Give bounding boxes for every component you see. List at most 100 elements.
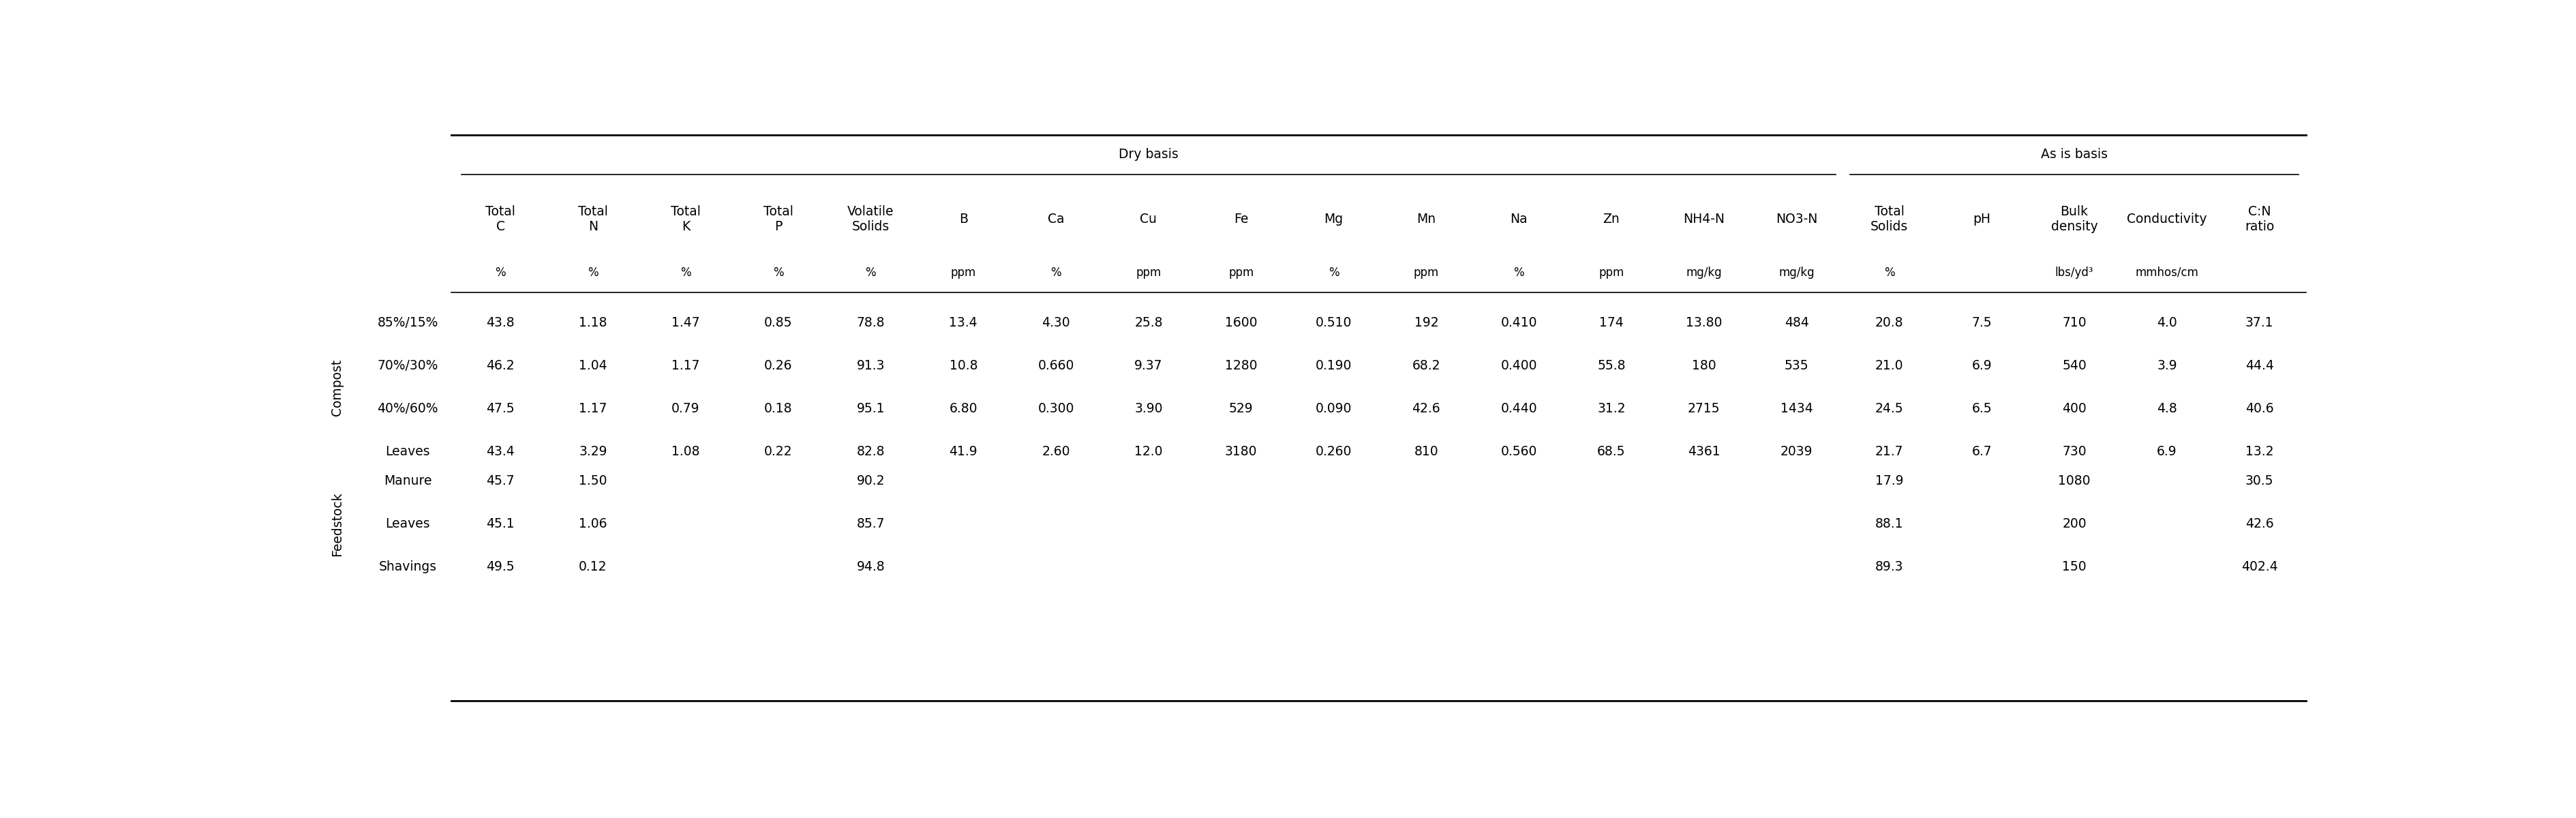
Text: C:N
ratio: C:N ratio xyxy=(2244,204,2275,233)
Text: 55.8: 55.8 xyxy=(1597,359,1625,372)
Text: Bulk
density: Bulk density xyxy=(2050,204,2097,233)
Text: 529: 529 xyxy=(1229,402,1252,416)
Text: 46.2: 46.2 xyxy=(487,359,515,372)
Text: 2039: 2039 xyxy=(1780,446,1814,458)
Text: 7.5: 7.5 xyxy=(1971,317,1991,330)
Text: 49.5: 49.5 xyxy=(487,560,515,573)
Text: Total
C: Total C xyxy=(484,204,515,233)
Text: Total
N: Total N xyxy=(577,204,608,233)
Text: 17.9: 17.9 xyxy=(1875,474,1904,488)
Text: 1.04: 1.04 xyxy=(580,359,608,372)
Text: 3180: 3180 xyxy=(1224,446,1257,458)
Text: NO3-N: NO3-N xyxy=(1775,213,1816,225)
Text: %: % xyxy=(1051,267,1061,279)
Text: 710: 710 xyxy=(2061,317,2087,330)
Text: 13.2: 13.2 xyxy=(2244,446,2272,458)
Text: 89.3: 89.3 xyxy=(1875,560,1904,573)
Text: 13.80: 13.80 xyxy=(1685,317,1721,330)
Text: 0.85: 0.85 xyxy=(765,317,793,330)
Text: 47.5: 47.5 xyxy=(487,402,515,416)
Text: 1434: 1434 xyxy=(1780,402,1814,416)
Text: 20.8: 20.8 xyxy=(1875,317,1904,330)
Text: 810: 810 xyxy=(1414,446,1437,458)
Text: Ca: Ca xyxy=(1048,213,1064,225)
Text: 21.7: 21.7 xyxy=(1875,446,1904,458)
Text: 200: 200 xyxy=(2061,517,2087,530)
Text: 0.79: 0.79 xyxy=(672,402,701,416)
Text: 3.29: 3.29 xyxy=(580,446,608,458)
Text: 192: 192 xyxy=(1414,317,1437,330)
Text: 68.2: 68.2 xyxy=(1412,359,1440,372)
Text: As is basis: As is basis xyxy=(2040,148,2107,161)
Text: B: B xyxy=(958,213,969,225)
Text: 43.8: 43.8 xyxy=(487,317,515,330)
Text: %: % xyxy=(587,267,598,279)
Text: 0.26: 0.26 xyxy=(765,359,793,372)
Text: 0.18: 0.18 xyxy=(765,402,793,416)
Text: 43.4: 43.4 xyxy=(487,446,515,458)
Text: 180: 180 xyxy=(1692,359,1716,372)
Text: 41.9: 41.9 xyxy=(948,446,976,458)
Text: Total
P: Total P xyxy=(762,204,793,233)
Text: Mg: Mg xyxy=(1324,213,1342,225)
Text: 78.8: 78.8 xyxy=(855,317,884,330)
Text: ppm: ppm xyxy=(1414,267,1437,279)
Text: mmhos/cm: mmhos/cm xyxy=(2136,267,2197,279)
Text: 3.90: 3.90 xyxy=(1133,402,1162,416)
Text: 68.5: 68.5 xyxy=(1597,446,1625,458)
Text: Zn: Zn xyxy=(1602,213,1620,225)
Text: Leaves: Leaves xyxy=(386,446,430,458)
Text: Manure: Manure xyxy=(384,474,433,488)
Text: 0.510: 0.510 xyxy=(1316,317,1352,330)
Text: Cu: Cu xyxy=(1139,213,1157,225)
Text: Volatile
Solids: Volatile Solids xyxy=(848,204,894,233)
Text: 4.8: 4.8 xyxy=(2156,402,2177,416)
Text: 21.0: 21.0 xyxy=(1875,359,1904,372)
Text: 150: 150 xyxy=(2061,560,2087,573)
Text: Feedstock: Feedstock xyxy=(330,492,343,556)
Text: 400: 400 xyxy=(2061,402,2087,416)
Text: 45.7: 45.7 xyxy=(487,474,515,488)
Text: %: % xyxy=(1883,267,1893,279)
Text: 4.0: 4.0 xyxy=(2156,317,2177,330)
Text: 4361: 4361 xyxy=(1687,446,1721,458)
Text: 9.37: 9.37 xyxy=(1133,359,1162,372)
Text: 1.47: 1.47 xyxy=(672,317,701,330)
Text: 0.12: 0.12 xyxy=(580,560,608,573)
Text: 1600: 1600 xyxy=(1224,317,1257,330)
Text: 42.6: 42.6 xyxy=(1412,402,1440,416)
Text: 24.5: 24.5 xyxy=(1875,402,1904,416)
Text: 85.7: 85.7 xyxy=(855,517,884,530)
Text: 6.80: 6.80 xyxy=(948,402,976,416)
Text: NH4-N: NH4-N xyxy=(1682,213,1723,225)
Text: 0.190: 0.190 xyxy=(1316,359,1352,372)
Text: Na: Na xyxy=(1510,213,1528,225)
Text: 0.440: 0.440 xyxy=(1499,402,1538,416)
Text: %: % xyxy=(1512,267,1525,279)
Text: 95.1: 95.1 xyxy=(855,402,884,416)
Text: 484: 484 xyxy=(1785,317,1808,330)
Text: 1080: 1080 xyxy=(2058,474,2089,488)
Text: mg/kg: mg/kg xyxy=(1777,267,1814,279)
Text: lbs/yd³: lbs/yd³ xyxy=(2056,267,2094,279)
Text: 0.660: 0.660 xyxy=(1038,359,1074,372)
Text: 2715: 2715 xyxy=(1687,402,1721,416)
Text: 535: 535 xyxy=(1785,359,1808,372)
Text: ppm: ppm xyxy=(1597,267,1623,279)
Text: 44.4: 44.4 xyxy=(2244,359,2272,372)
Text: mg/kg: mg/kg xyxy=(1685,267,1721,279)
Text: pH: pH xyxy=(1973,213,1991,225)
Text: 91.3: 91.3 xyxy=(855,359,884,372)
Text: Compost: Compost xyxy=(330,359,343,416)
Text: Shavings: Shavings xyxy=(379,560,435,573)
Text: Conductivity: Conductivity xyxy=(2125,213,2208,225)
Text: Total
K: Total K xyxy=(670,204,701,233)
Text: 82.8: 82.8 xyxy=(855,446,884,458)
Text: 4.30: 4.30 xyxy=(1041,317,1069,330)
Text: 540: 540 xyxy=(2061,359,2087,372)
Text: 37.1: 37.1 xyxy=(2244,317,2272,330)
Text: 1.17: 1.17 xyxy=(580,402,608,416)
Text: 174: 174 xyxy=(1600,317,1623,330)
Text: 0.260: 0.260 xyxy=(1316,446,1352,458)
Text: 1.17: 1.17 xyxy=(672,359,701,372)
